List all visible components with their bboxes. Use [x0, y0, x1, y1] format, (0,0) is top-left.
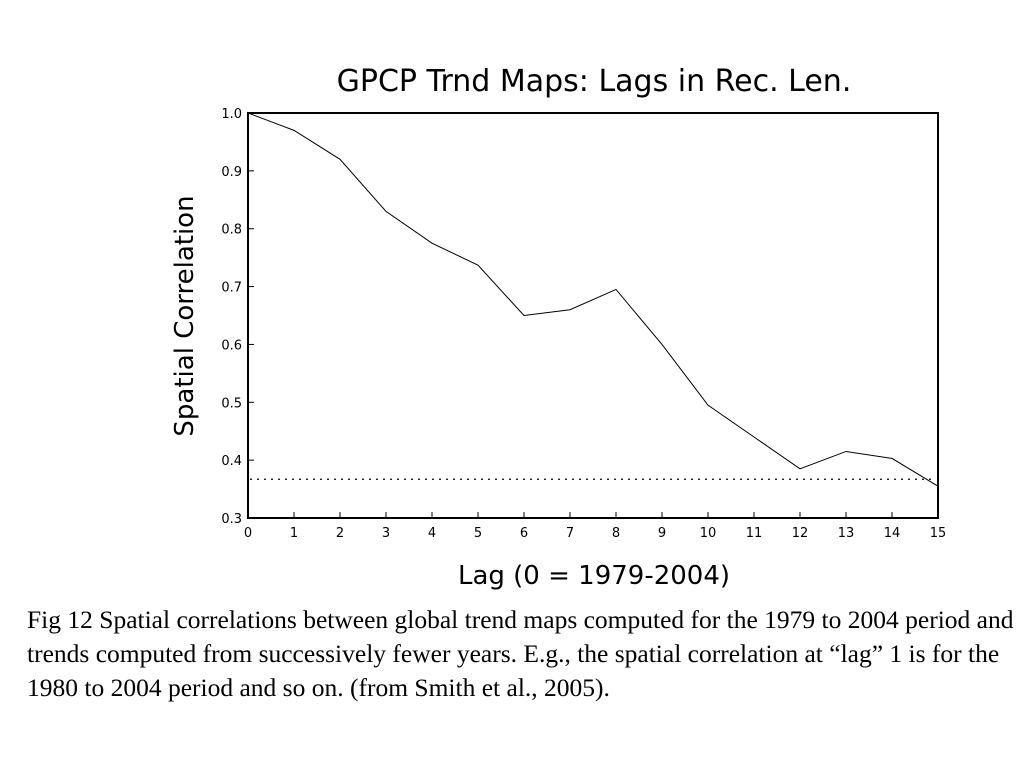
x-tick-label: 7 [566, 526, 574, 541]
x-tick-label: 4 [428, 526, 436, 541]
x-tick-label: 11 [746, 526, 763, 541]
x-tick-label: 0 [244, 526, 252, 541]
y-tick-label: 0.9 [221, 165, 242, 180]
x-axis-label: Lag (0 = 1979-2004) [458, 561, 730, 591]
y-tick-label: 0.6 [221, 338, 242, 353]
x-tick-label: 2 [336, 526, 344, 541]
x-tick-label: 8 [612, 526, 620, 541]
y-tick-label: 1.0 [221, 107, 242, 122]
y-axis: 0.3 0.4 0.5 0.6 0.7 0.8 0.9 1.0 [221, 107, 254, 527]
x-tick-label: 13 [838, 526, 855, 541]
figure-caption: Fig 12 Spatial correlations between glob… [27, 605, 1014, 702]
series-line [247, 112, 939, 487]
y-tick-label: 0.7 [221, 281, 242, 296]
plot-frame [247, 112, 939, 519]
y-tick-label: 0.8 [221, 223, 242, 238]
x-tick-label: 15 [930, 526, 947, 541]
y-tick-label: 0.5 [221, 396, 242, 411]
y-axis-label: Spatial Correlation [170, 195, 200, 436]
x-tick-label: 10 [700, 526, 717, 541]
x-tick-label: 12 [792, 526, 809, 541]
x-tick-label: 6 [520, 526, 528, 541]
x-axis: 0 1 2 3 4 5 6 7 8 9 10 11 12 13 14 15 [244, 512, 946, 541]
y-tick-label: 0.3 [221, 512, 242, 527]
chart-title: GPCP Trnd Maps: Lags in Rec. Len. [337, 64, 852, 99]
x-tick-label: 14 [884, 526, 901, 541]
x-tick-label: 1 [290, 526, 298, 541]
x-tick-label: 5 [474, 526, 482, 541]
chart: GPCP Trnd Maps: Lags in Rec. Len. 0.3 0.4… [170, 64, 946, 591]
x-tick-label: 9 [658, 526, 666, 541]
y-tick-label: 0.4 [221, 454, 242, 469]
x-tick-label: 3 [382, 526, 390, 541]
